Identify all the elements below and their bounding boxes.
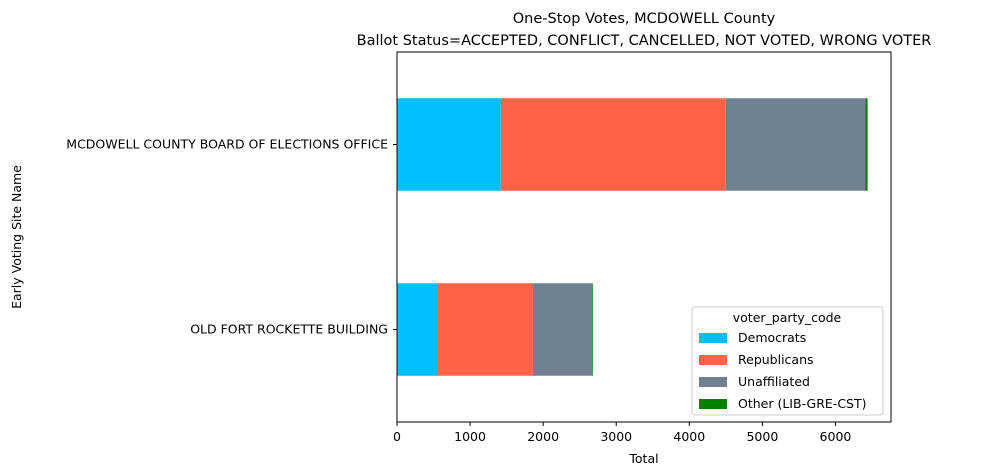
bar-1-series-2 <box>500 98 726 191</box>
legend-label: Democrats <box>738 330 806 345</box>
x-axis-ticks: 0 1000 2000 3000 4000 5000 6000 <box>393 422 851 444</box>
bar-1-series-4 <box>865 98 868 191</box>
bar-2-series-2 <box>437 283 533 376</box>
x-tick-label: 2000 <box>527 429 559 444</box>
bar-2-series-4 <box>592 283 593 376</box>
bar-1-series-1 <box>397 98 501 191</box>
chart-title: One-Stop Votes, MCDOWELL County <box>513 11 776 27</box>
x-tick-label: 4000 <box>673 429 705 444</box>
legend-swatch <box>699 399 727 409</box>
plot-frame <box>396 51 892 423</box>
legend-title: voter_party_code <box>733 310 842 325</box>
x-tick-label: 0 <box>393 429 401 444</box>
legend-label: Unaffiliated <box>738 374 810 389</box>
legend-label: Other (LIB-GRE-CST) <box>738 396 867 411</box>
x-tick-label: 3000 <box>600 429 632 444</box>
bar-1-series-3 <box>725 98 866 191</box>
chart-subtitle: Ballot Status=ACCEPTED, CONFLICT, CANCEL… <box>357 33 932 49</box>
legend-frame <box>691 306 884 416</box>
legend: voter_party_code Democrats Republicans Una… <box>691 306 884 416</box>
bar-2-series-1 <box>397 283 438 376</box>
x-tick-label: 1000 <box>454 429 486 444</box>
bars-layer <box>397 98 868 376</box>
legend-items: Democrats Republicans Unaffiliated Other (L… <box>699 330 867 411</box>
y-axis-ticks: MCDOWELL COUNTY BOARD OF ELECTIONS OFFIC… <box>66 137 397 337</box>
legend-swatch <box>699 377 727 387</box>
y-tick-label: MCDOWELL COUNTY BOARD OF ELECTIONS OFFIC… <box>66 137 388 152</box>
y-tick-label: OLD FORT ROCKETTE BUILDING <box>190 322 388 337</box>
bar-2-series-3 <box>532 283 593 376</box>
legend-label: Republicans <box>738 352 814 367</box>
x-axis-label: Total <box>628 451 658 466</box>
y-axis-label: Early Voting Site Name <box>9 165 24 309</box>
x-tick-label: 5000 <box>746 429 778 444</box>
x-tick-label: 6000 <box>820 429 852 444</box>
legend-swatch <box>699 355 727 365</box>
legend-swatch <box>699 333 727 343</box>
